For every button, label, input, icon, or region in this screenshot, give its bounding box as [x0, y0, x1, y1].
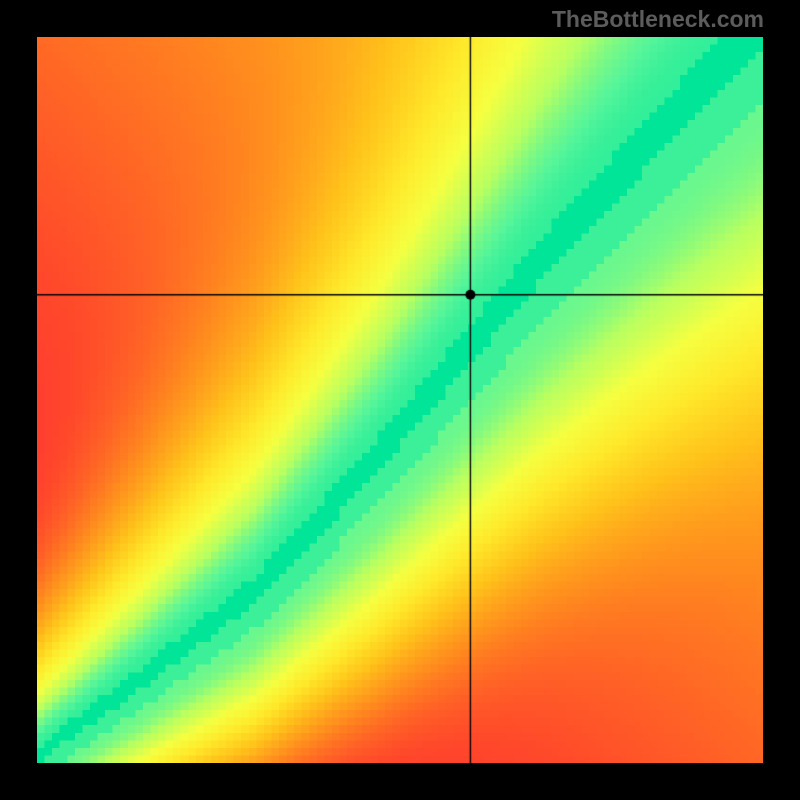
bottleneck-heatmap: [37, 37, 763, 763]
chart-container: TheBottleneck.com: [0, 0, 800, 800]
watermark-label: TheBottleneck.com: [552, 6, 764, 33]
